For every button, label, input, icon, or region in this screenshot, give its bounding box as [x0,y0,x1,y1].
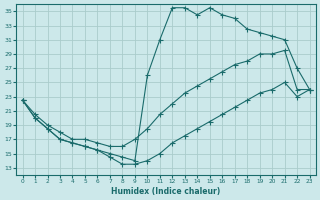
X-axis label: Humidex (Indice chaleur): Humidex (Indice chaleur) [111,187,221,196]
